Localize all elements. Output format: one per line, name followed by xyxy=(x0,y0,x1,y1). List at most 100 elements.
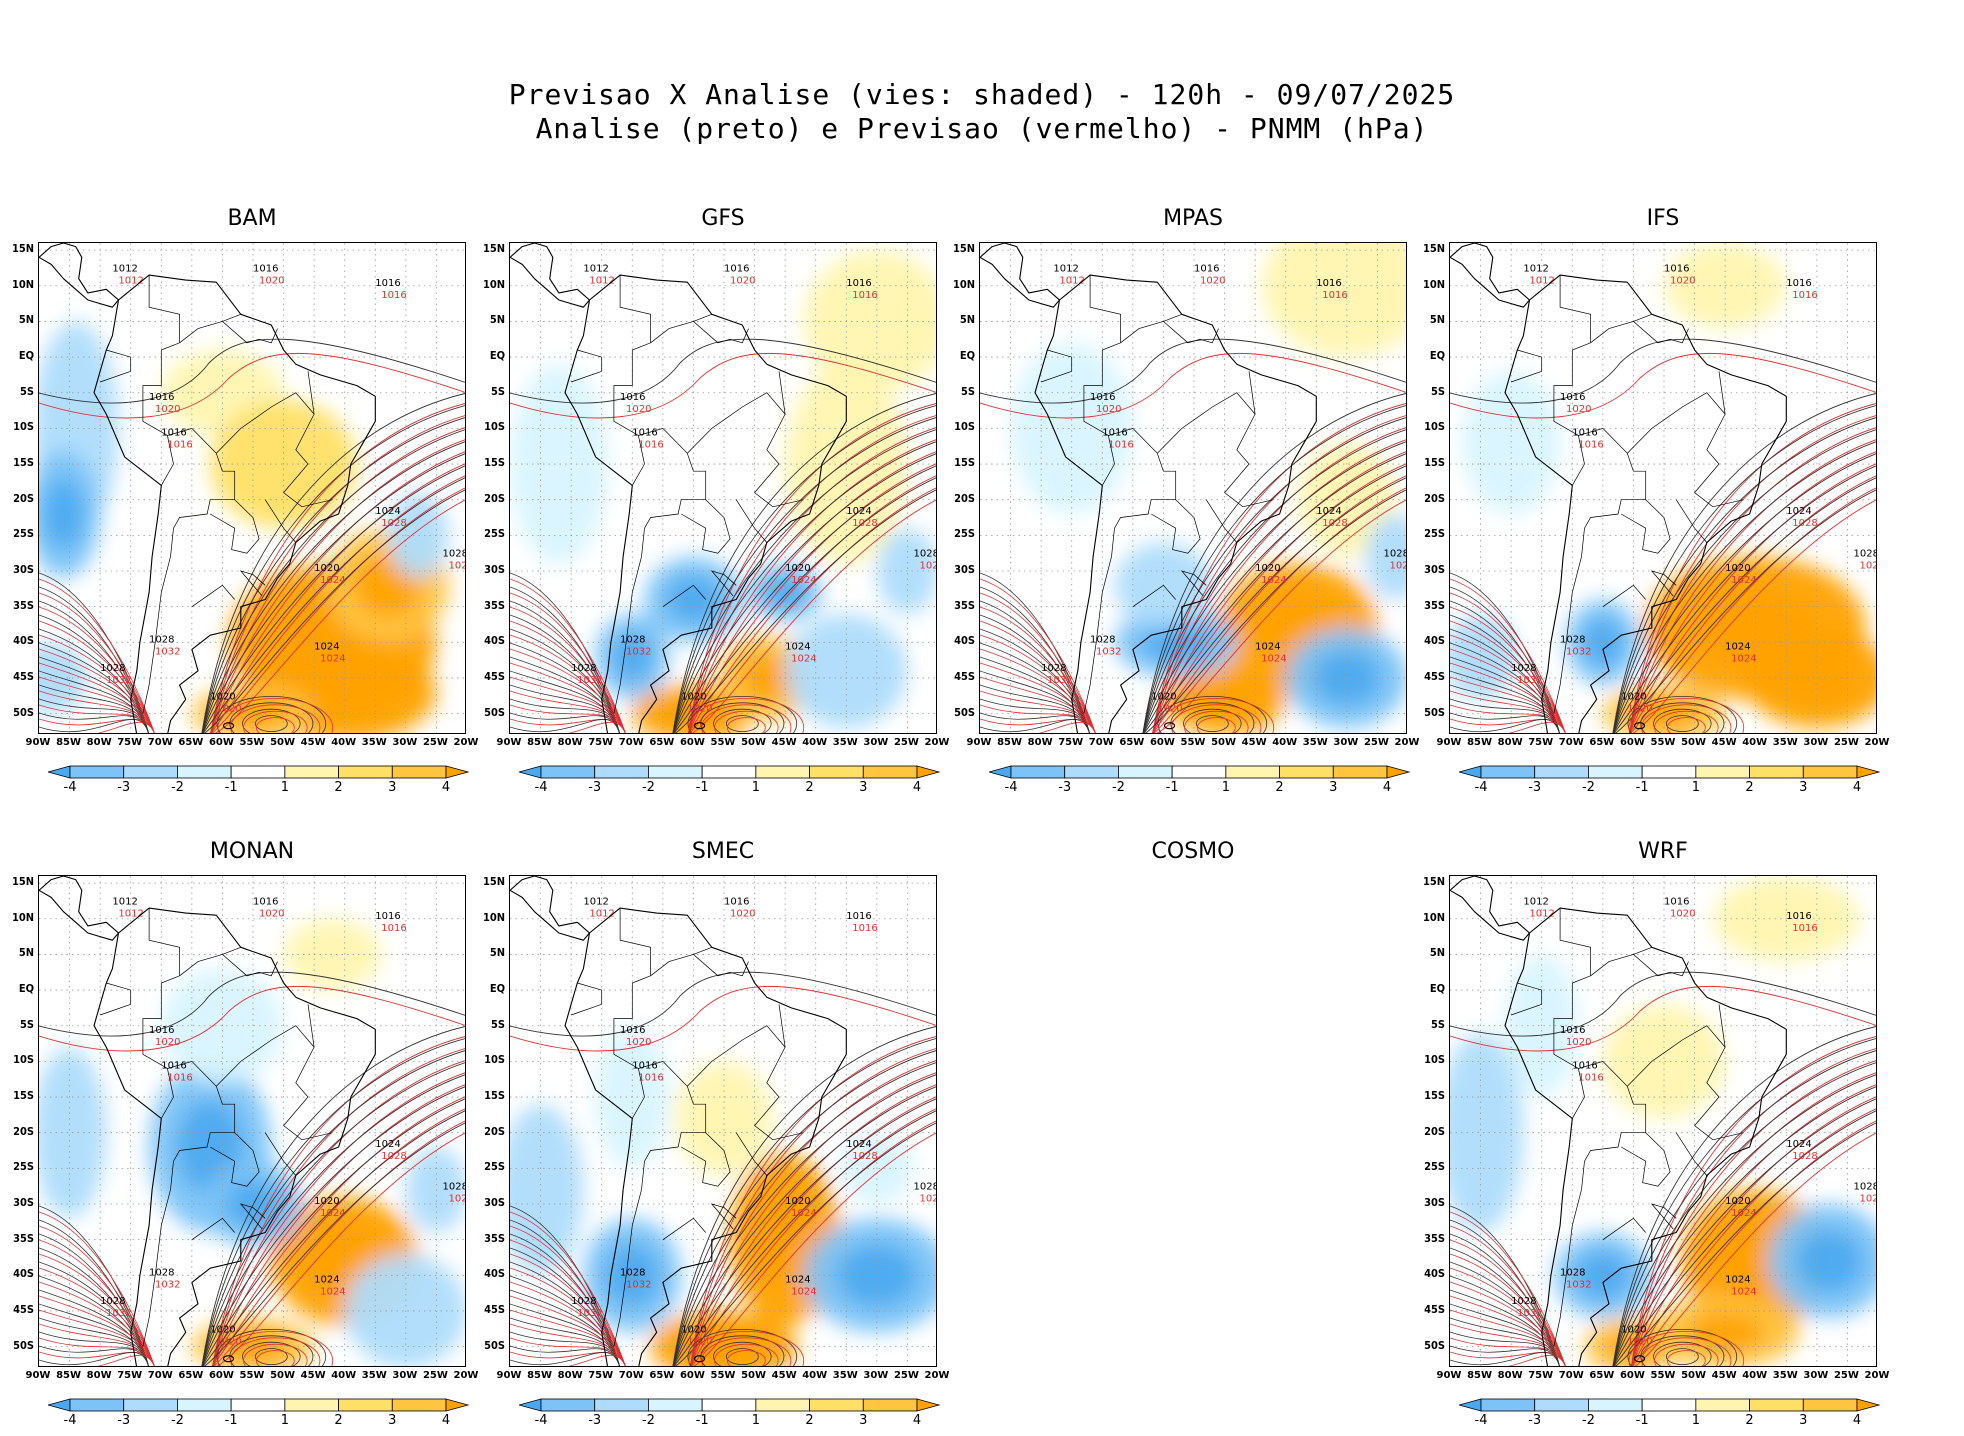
isobar-label-analysis: 1028 xyxy=(620,1267,645,1278)
lon-tick-label: 20W xyxy=(924,1370,950,1381)
isobar-label-forecast: 1032 xyxy=(106,675,131,686)
isobar-label-forecast: 1032 xyxy=(106,1308,131,1319)
colorbar-label: -2 xyxy=(641,780,655,795)
colorbar-segment xyxy=(177,1398,232,1412)
isobar-label-forecast: 1020 xyxy=(687,1336,712,1347)
lon-tick-label: 75W xyxy=(117,1370,143,1381)
lat-tick-label: 30S xyxy=(484,563,505,576)
colorbar-segment xyxy=(1171,765,1227,779)
bias-shading xyxy=(510,250,936,733)
colorbar-segment xyxy=(69,1398,125,1412)
lat-tick-label: 50S xyxy=(13,705,34,719)
negative-bias-area xyxy=(1462,371,1561,514)
colorbar-min-triangle xyxy=(1459,1398,1482,1412)
lat-tick-label: 40S xyxy=(1424,1267,1445,1281)
isobar-label-analysis: 1024 xyxy=(1786,1139,1811,1150)
isobar-label-analysis: 1016 xyxy=(724,264,749,275)
positive-bias-core xyxy=(219,697,287,730)
colorbar-label: 4 xyxy=(912,780,922,795)
colorbar-label: -3 xyxy=(117,780,131,795)
isobar-label-forecast: 1012 xyxy=(1529,276,1554,287)
isobar-label-analysis: 1028 xyxy=(1041,663,1066,674)
lon-tick-label: 60W xyxy=(1619,737,1645,748)
isobar-label-forecast: 1024 xyxy=(1261,575,1286,586)
isobar-label-analysis: 1012 xyxy=(112,897,137,908)
isobar-label-analysis: 1028 xyxy=(1090,634,1115,645)
lat-tick-label: EQ xyxy=(18,982,34,996)
lat-tick-label: 10N xyxy=(952,277,975,291)
lon-tick-label: 85W xyxy=(527,737,553,748)
colorbar-label: 4 xyxy=(1852,1413,1862,1428)
lat-tick-label: 25S xyxy=(1424,1160,1445,1174)
colorbar-min-triangle xyxy=(1459,765,1482,779)
lat-tick-label: 45S xyxy=(13,1302,34,1316)
negative-bias-area xyxy=(405,1146,465,1233)
isobar-label-forecast: 1020 xyxy=(259,909,284,920)
lon-tick-label: 35W xyxy=(1772,737,1798,748)
isobar-label-analysis: 1024 xyxy=(375,506,400,517)
isobar-label-analysis: 1028 xyxy=(100,663,125,674)
isobar-label-analysis: 1024 xyxy=(314,641,339,652)
colorbar-max-triangle xyxy=(1386,765,1411,779)
negative-bias-area xyxy=(39,642,88,714)
colorbar-label: -3 xyxy=(1528,780,1542,795)
lat-tick-label: 15S xyxy=(954,456,975,470)
country-borders xyxy=(99,908,333,1347)
lat-tick-label: 35S xyxy=(13,598,34,612)
isobar-label-forecast: 1024 xyxy=(791,1208,816,1219)
isobar-label-forecast: 1032 xyxy=(1566,1279,1591,1290)
isobar-label-analysis: 1028 xyxy=(149,634,174,645)
negative-bias-area xyxy=(785,613,908,728)
colorbar-segment xyxy=(338,765,393,779)
lon-tick-label: 60W xyxy=(208,1370,234,1381)
lon-tick-label: 50W xyxy=(1211,737,1237,748)
lat-tick-label: 45S xyxy=(484,1302,505,1316)
colorbar-min-triangle xyxy=(519,765,542,779)
lon-tick-label: 85W xyxy=(1467,1370,1493,1381)
lat-tick-label: 10S xyxy=(13,420,34,434)
negative-bias-area xyxy=(510,364,608,564)
colorbar-max-triangle xyxy=(916,765,941,779)
lat-tick-label: 15N xyxy=(482,242,505,256)
panel-title-cosmo: COSMO xyxy=(1151,839,1235,864)
colorbar-label: -4 xyxy=(63,780,77,795)
colorbar-label: 2 xyxy=(1745,1413,1754,1428)
colorbar-label: -2 xyxy=(641,1413,655,1428)
isobar-label-analysis: 1028 xyxy=(443,549,466,560)
lon-tick-label: 25W xyxy=(422,737,448,748)
lat-tick-label: 5N xyxy=(1429,946,1445,960)
lon-tick-label: 70W xyxy=(1558,737,1584,748)
colorbar-segment xyxy=(1480,1398,1536,1412)
negative-bias-area xyxy=(344,1253,465,1366)
isobar-label-forecast: 1032 xyxy=(626,646,651,657)
colorbar-min-triangle xyxy=(519,1398,542,1412)
colorbar-label: 1 xyxy=(280,780,289,795)
colorbar-segment xyxy=(1064,765,1119,779)
colorbar-ifs xyxy=(1459,765,1881,779)
lat-tick-label: 30S xyxy=(1424,1196,1445,1209)
lon-tick-label: 65W xyxy=(1589,737,1615,748)
lat-tick-label: 15S xyxy=(1424,456,1445,470)
isobar-label-forecast: 1028 xyxy=(1792,1151,1817,1162)
lat-tick-label: 5N xyxy=(18,946,34,960)
lat-tick-label: 40S xyxy=(954,634,975,648)
lon-tick-label: 35W xyxy=(361,737,387,748)
country-borders xyxy=(570,275,804,714)
isobar-label-forecast: 1024 xyxy=(791,575,816,586)
isobar-label-forecast: 1020 xyxy=(1566,404,1591,415)
isobar-label-forecast: 1028 xyxy=(1860,561,1877,572)
isobar-label-forecast: 1012 xyxy=(1059,276,1084,287)
lat-tick-label: EQ xyxy=(1429,349,1445,363)
isobar-label-forecast: 1020 xyxy=(626,1037,651,1048)
lat-tick-label: 5N xyxy=(959,313,975,327)
colorbar-label: 2 xyxy=(1745,780,1754,795)
isobar-label-forecast: 1020 xyxy=(687,703,712,714)
isobar-label-analysis: 1020 xyxy=(1621,1324,1646,1335)
isobar-label-analysis: 1024 xyxy=(1786,506,1811,517)
lat-tick-label: 30S xyxy=(1424,563,1445,576)
colorbar-segment xyxy=(1534,765,1589,779)
lon-tick-label: 45W xyxy=(300,1370,326,1381)
